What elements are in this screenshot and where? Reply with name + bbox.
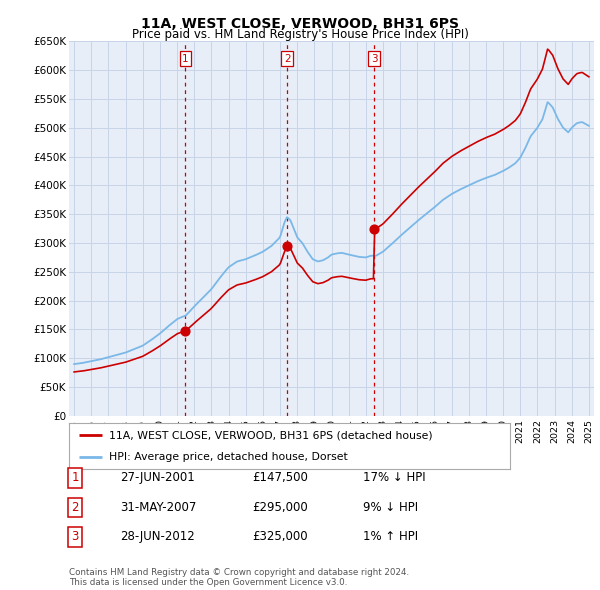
Text: £147,500: £147,500 — [252, 471, 308, 484]
Text: Price paid vs. HM Land Registry's House Price Index (HPI): Price paid vs. HM Land Registry's House … — [131, 28, 469, 41]
Text: £295,000: £295,000 — [252, 501, 308, 514]
Text: 2: 2 — [71, 501, 79, 514]
Text: £325,000: £325,000 — [252, 530, 308, 543]
Text: 11A, WEST CLOSE, VERWOOD, BH31 6PS: 11A, WEST CLOSE, VERWOOD, BH31 6PS — [141, 17, 459, 31]
Text: HPI: Average price, detached house, Dorset: HPI: Average price, detached house, Dors… — [109, 451, 347, 461]
Text: 9% ↓ HPI: 9% ↓ HPI — [363, 501, 418, 514]
Text: 1% ↑ HPI: 1% ↑ HPI — [363, 530, 418, 543]
Text: 1: 1 — [71, 471, 79, 484]
Text: 17% ↓ HPI: 17% ↓ HPI — [363, 471, 425, 484]
Point — [181, 326, 190, 336]
Text: 3: 3 — [71, 530, 79, 543]
Text: 1: 1 — [182, 54, 189, 64]
Point — [370, 224, 379, 234]
Text: 2: 2 — [284, 54, 290, 64]
Text: Contains HM Land Registry data © Crown copyright and database right 2024.
This d: Contains HM Land Registry data © Crown c… — [69, 568, 409, 587]
Text: 3: 3 — [371, 54, 377, 64]
Point — [283, 241, 292, 251]
Text: 27-JUN-2001: 27-JUN-2001 — [120, 471, 195, 484]
Text: 28-JUN-2012: 28-JUN-2012 — [120, 530, 195, 543]
Text: 31-MAY-2007: 31-MAY-2007 — [120, 501, 196, 514]
Text: 11A, WEST CLOSE, VERWOOD, BH31 6PS (detached house): 11A, WEST CLOSE, VERWOOD, BH31 6PS (deta… — [109, 431, 433, 441]
